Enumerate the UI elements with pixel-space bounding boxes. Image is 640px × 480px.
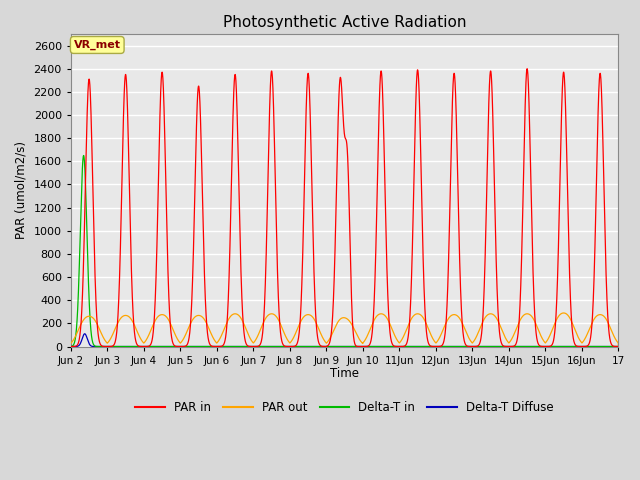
Legend: PAR in, PAR out, Delta-T in, Delta-T Diffuse: PAR in, PAR out, Delta-T in, Delta-T Dif… [131, 396, 559, 419]
X-axis label: Time: Time [330, 367, 359, 380]
Title: Photosynthetic Active Radiation: Photosynthetic Active Radiation [223, 15, 467, 30]
Y-axis label: PAR (umol/m2/s): PAR (umol/m2/s) [15, 141, 28, 239]
Text: VR_met: VR_met [74, 40, 121, 50]
